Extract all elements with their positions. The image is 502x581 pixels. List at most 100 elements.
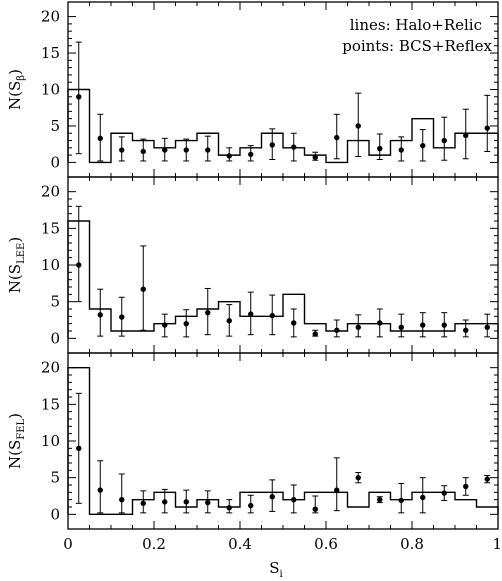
data-point [248, 311, 254, 317]
data-point [140, 148, 146, 155]
y-tick-label: 10 [41, 81, 60, 99]
y-axis-title-sub: FEL [16, 419, 27, 440]
data-point [377, 145, 383, 152]
chart-panels: 05101520N(Sβ)05101520N(SLEE)05101520N(SF… [6, 1, 502, 553]
data-point [484, 324, 490, 331]
panel-1: 0 5 10 15 20 N(Sβ) [6, 1, 499, 178]
data-point [312, 154, 318, 161]
data-point [205, 309, 211, 316]
data-point [463, 132, 469, 139]
data-point [291, 144, 297, 150]
data-point [355, 474, 361, 481]
data-point [398, 147, 404, 153]
x-axis-title-main: S [269, 559, 279, 577]
data-point [183, 499, 189, 505]
y-tick-label: 10 [41, 432, 60, 450]
data-point [398, 324, 404, 331]
data-point [441, 137, 447, 144]
data-point [269, 142, 275, 148]
data-point [205, 147, 211, 153]
data-point [205, 499, 211, 506]
data-point [463, 327, 469, 333]
data-point [484, 476, 490, 482]
x-tick-labels: 0 0.2 0.4 0.6 0.8 1 [63, 535, 502, 553]
data-point [162, 322, 168, 328]
data-point [441, 490, 447, 496]
y-axis-title-close: ) [6, 69, 24, 75]
data-point [291, 320, 297, 326]
x-tick-label: 0.4 [228, 535, 252, 553]
y-tick-label: 15 [41, 395, 60, 413]
data-point [441, 322, 447, 328]
data-point [269, 312, 275, 319]
data-point [463, 483, 469, 490]
data-point [183, 147, 189, 153]
data-point [140, 500, 146, 507]
legend-points-label: points: BCS+Reflex [342, 37, 492, 55]
data-point [119, 496, 125, 503]
data-point [226, 318, 232, 324]
x-tick-label: 0.6 [314, 535, 338, 553]
data-point [355, 324, 361, 331]
data-point [97, 135, 103, 142]
data-point [119, 314, 125, 320]
data-point [140, 286, 146, 292]
y-tick-label: 0 [50, 153, 60, 171]
y-axis-title-main: N(S [6, 81, 24, 110]
svg-text:Si: Si [269, 559, 282, 580]
data-point [162, 499, 168, 505]
data-point [76, 94, 82, 100]
y-tick-label: 0 [50, 505, 60, 523]
x-axis-title: Si [269, 559, 282, 580]
panel-3: 0 5 10 15 20 N(SFEL) [6, 352, 499, 530]
data-point [312, 331, 318, 337]
x-tick-label: 1 [492, 535, 502, 553]
x-tick-label: 0.8 [400, 535, 424, 553]
data-point [97, 487, 103, 493]
y-axis-title: N(Sβ) [6, 69, 27, 110]
histogram-line [67, 88, 499, 164]
data-point [377, 496, 383, 503]
data-point [420, 322, 426, 328]
x-tick-label: 0 [63, 535, 73, 553]
data-point [334, 134, 340, 141]
data-point [420, 142, 426, 149]
y-axis-title-sub: β [16, 75, 27, 81]
panel-frame [67, 176, 499, 354]
y-axis-title-close: ) [6, 413, 24, 419]
data-point [291, 496, 297, 503]
x-axis-title-sub: i [280, 569, 283, 580]
data-point [162, 147, 168, 153]
data-point [226, 153, 232, 159]
data-point [312, 506, 318, 512]
data-point [420, 494, 426, 501]
y-tick-label: 0 [50, 329, 60, 347]
data-point [97, 312, 103, 318]
data-point [355, 123, 361, 129]
y-axis-title: N(SLEE) [6, 237, 27, 293]
data-point [183, 320, 189, 327]
legend-lines-label: lines: Halo+Relic [350, 16, 482, 34]
data-point [334, 487, 340, 493]
y-axis-title-main: N(S [6, 264, 24, 293]
y-axis-title-close: ) [6, 237, 24, 243]
y-tick-label: 10 [41, 256, 60, 274]
data-point [484, 125, 490, 131]
data-point [248, 151, 254, 158]
y-tick-label: 15 [41, 44, 60, 62]
data-point [398, 497, 404, 504]
x-tick-label: 0.2 [142, 535, 166, 553]
y-tick-label: 5 [50, 469, 60, 487]
y-axis-title-main: N(S [6, 440, 24, 469]
y-axis-title-sub: LEE [16, 243, 27, 264]
y-tick-label: 5 [50, 117, 60, 135]
y-tick-label: 15 [41, 219, 60, 237]
y-tick-label: 20 [41, 359, 60, 377]
y-tick-label: 20 [41, 183, 60, 201]
data-point [119, 147, 125, 153]
histogram-line [67, 220, 499, 339]
data-point [76, 262, 82, 268]
data-point [248, 502, 254, 509]
data-point [377, 320, 383, 326]
